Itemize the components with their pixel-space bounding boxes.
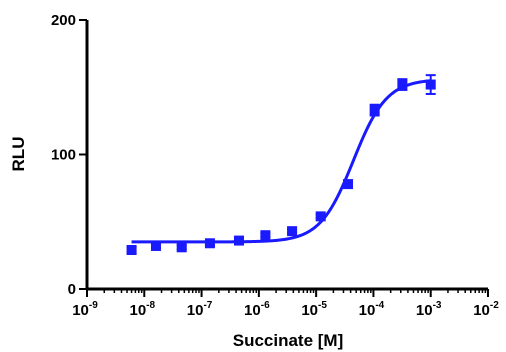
- y-axis: 0 100 200: [51, 12, 89, 298]
- fit-curve: [131, 79, 431, 244]
- x-tick-label: 10-6: [244, 300, 270, 319]
- data-point: [126, 244, 137, 255]
- data-point: [204, 238, 215, 249]
- data-point: [150, 240, 161, 251]
- point-marker: [126, 244, 137, 255]
- point-marker: [397, 79, 408, 90]
- point-marker: [260, 230, 271, 241]
- data-point: [369, 103, 380, 117]
- x-axis: 10-9 10-8 10-7 10-6 10-5 10-4 10-3 10-2: [72, 287, 499, 319]
- data-point: [260, 230, 271, 241]
- point-marker: [233, 235, 244, 246]
- point-marker: [369, 105, 380, 116]
- data-point: [176, 242, 187, 253]
- x-axis-title: Succinate [M]: [233, 331, 344, 350]
- point-marker: [315, 211, 326, 222]
- data-point: [287, 226, 298, 237]
- data-point: [233, 235, 244, 246]
- y-axis-title: RLU: [9, 137, 28, 172]
- data-series: [126, 74, 436, 255]
- x-tick-label: 10-8: [129, 300, 155, 319]
- point-marker: [343, 179, 354, 190]
- x-tick-label: 10-9: [72, 300, 98, 319]
- x-tick-label: 10-2: [473, 300, 499, 319]
- point-marker: [176, 242, 187, 253]
- point-marker: [287, 226, 298, 237]
- x-tick-label: 10-3: [416, 300, 442, 319]
- point-marker: [425, 79, 436, 90]
- data-point: [315, 211, 326, 222]
- x-tick-label: 10-5: [301, 300, 327, 319]
- data-point: [397, 78, 408, 91]
- point-marker: [150, 240, 161, 251]
- x-tick-label: 10-7: [187, 300, 213, 319]
- y-tick-label: 100: [51, 147, 76, 164]
- x-tick-label: 10-4: [359, 300, 385, 319]
- point-marker: [204, 238, 215, 249]
- y-tick-label: 0: [68, 281, 76, 298]
- data-point: [343, 179, 354, 190]
- data-point: [425, 74, 436, 95]
- y-tick-label: 200: [51, 12, 76, 29]
